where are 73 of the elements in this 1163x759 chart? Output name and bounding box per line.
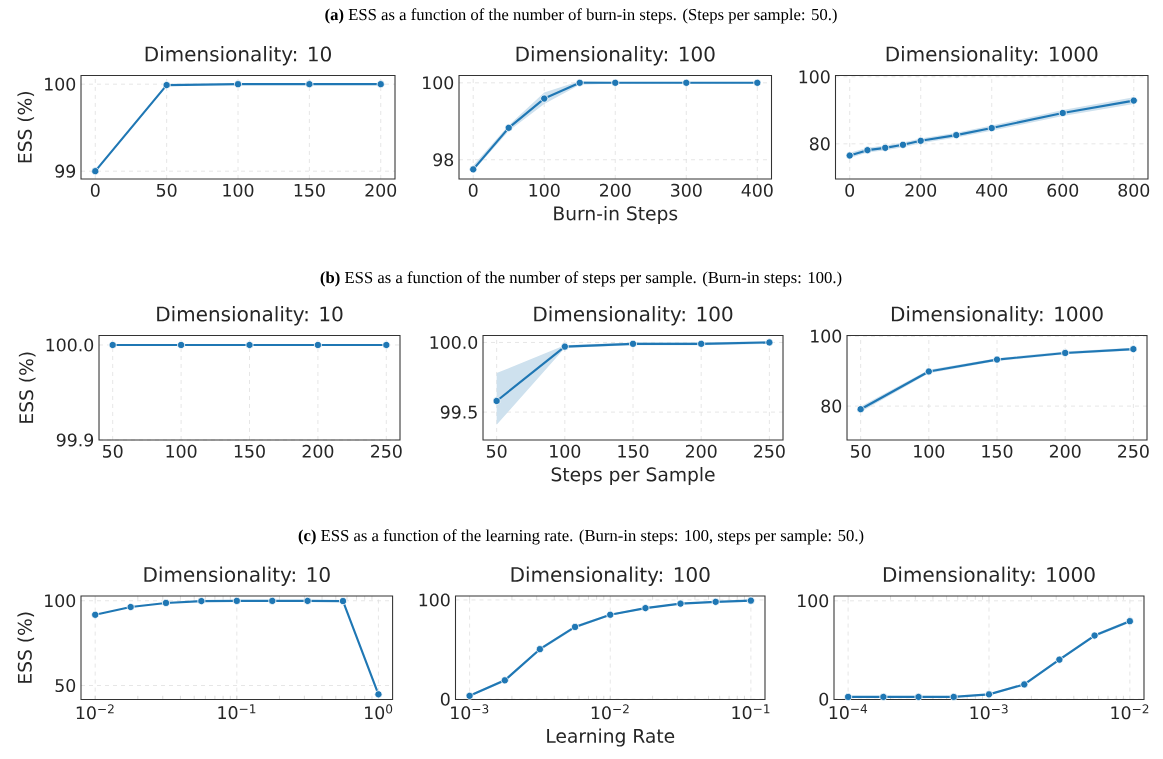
y-tick-label: 100 (798, 594, 829, 608)
x-axis-title: Burn-in Steps (554, 205, 678, 225)
x-tick-label: 50 (850, 444, 871, 458)
y-tick-label: 99 (55, 164, 76, 178)
x-tick-label: 10$^{0}$ (365, 704, 393, 720)
x-tick-label: 10$^{−3}$ (970, 704, 1008, 720)
x-tick-label: 800 (1118, 183, 1150, 197)
y-tick-label: 50 (55, 678, 76, 693)
y-tick-label: 100 (45, 77, 76, 91)
x-tick-label: 10$^{−2}$ (76, 704, 114, 720)
x-tick-label: 300 (671, 183, 702, 197)
x-tick-label: 50 (103, 444, 123, 458)
y-tick-label: 100.0 (430, 335, 478, 350)
x-tick-label: 50 (156, 183, 177, 197)
y-tick-label: 98 (433, 153, 454, 167)
x-axis-title: Steps per Sample (551, 466, 715, 486)
chart-title: Dimensionality: 100 (511, 566, 710, 586)
y-axis-title: ESS (%) (17, 612, 35, 683)
x-tick-label: 200 (365, 183, 397, 197)
x-tick-label: 200 (1049, 444, 1081, 458)
x-tick-label: 10$^{−1}$ (218, 704, 256, 720)
x-tick-label: 600 (1047, 183, 1079, 197)
y-tick-label: 99.5 (440, 405, 477, 419)
x-tick-label: 10$^{−3}$ (451, 704, 489, 720)
y-tick-label: 100.0 (46, 338, 94, 352)
x-tick-label: 50 (486, 444, 507, 458)
y-tick-label: 80 (821, 399, 842, 413)
x-tick-label: 250 (371, 444, 402, 458)
x-tick-label: 150 (294, 183, 325, 197)
x-tick-label: 100 (550, 444, 581, 458)
x-tick-label: 10$^{−4}$ (829, 704, 868, 720)
x-tick-label: 10$^{−1}$ (732, 704, 770, 720)
x-tick-label: 200 (302, 444, 334, 458)
x-axis-title: Learning Rate (547, 728, 675, 747)
y-tick-label: 0 (819, 692, 829, 706)
x-tick-label: 10$^{−2}$ (591, 704, 629, 720)
x-tick-label: 100 (914, 444, 945, 458)
chart-title: Dimensionality: 100 (534, 306, 733, 326)
chart-title: Dimensionality: 1000 (886, 46, 1098, 66)
text: (a) ESS as a function of the number of burn-in steps. (Steps per sample: 50.) (325, 8, 837, 24)
y-tick-label: 100 (419, 593, 450, 607)
x-tick-label: 200 (599, 183, 631, 197)
y-tick-label: 100 (799, 70, 830, 84)
x-tick-label: 400 (741, 183, 773, 197)
y-tick-label: 99.9 (56, 433, 94, 447)
x-tick-label: 0 (845, 183, 855, 197)
x-tick-label: 100 (529, 183, 560, 197)
chart-title: Dimensionality: 100 (516, 46, 715, 66)
chart-title: Dimensionality: 10 (157, 306, 343, 326)
y-axis-title: ESS (%) (17, 91, 35, 163)
x-tick-label: 150 (618, 444, 649, 458)
y-tick-label: 80 (809, 137, 830, 151)
x-tick-label: 250 (754, 444, 785, 458)
x-tick-label: 100 (223, 183, 254, 197)
text: (c) ESS as a function of the learning rate. (Burn-in steps: 100, steps per sample: 50.) (298, 529, 864, 545)
x-tick-label: 250 (1118, 444, 1149, 458)
x-tick-label: 10$^{−2}$ (1111, 704, 1149, 720)
x-tick-label: 150 (234, 444, 265, 458)
text: (b) ESS as a function of the number of steps per sample. (Burn-in steps: 100.) (320, 271, 842, 287)
y-tick-label: 0 (440, 692, 450, 706)
x-tick-label: 200 (685, 444, 717, 458)
x-tick-label: 400 (976, 183, 1008, 197)
x-tick-label: 150 (982, 444, 1013, 458)
y-tick-label: 100 (811, 329, 842, 343)
x-tick-label: 100 (166, 444, 197, 458)
x-tick-label: 200 (905, 183, 937, 197)
chart-title: Dimensionality: 1000 (891, 306, 1103, 326)
chart-title: Dimensionality: 10 (144, 566, 330, 586)
y-tick-label: 100 (45, 594, 76, 608)
chart-title: Dimensionality: 10 (145, 46, 331, 66)
chart-title: Dimensionality: 1000 (883, 566, 1095, 586)
y-tick-label: 100 (423, 76, 454, 90)
y-axis-title: ESS (%) (18, 352, 36, 423)
